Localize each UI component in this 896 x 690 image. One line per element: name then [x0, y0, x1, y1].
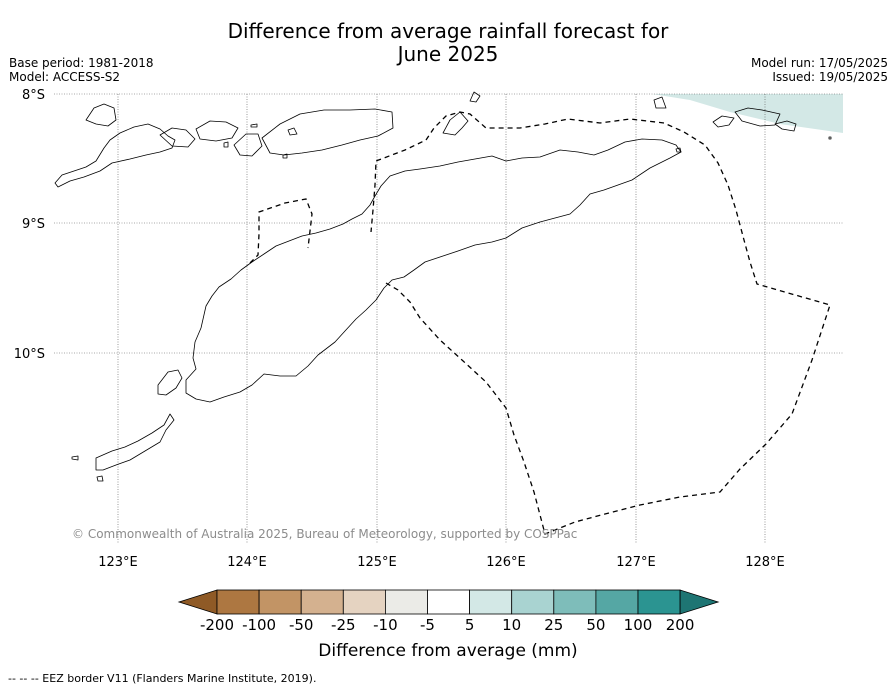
meta-right: Model run: 17/05/2025 Issued: 19/05/2025 — [751, 56, 888, 84]
colorbar-bin — [216, 589, 260, 615]
alor-islet-1 — [287, 127, 298, 136]
colorbar-tick-label: 100 — [624, 616, 653, 634]
colorbar-tick-label: -25 — [331, 616, 356, 634]
lat-labels: 8°S 9°S 10°S — [14, 88, 45, 362]
colorbar-extend-low — [177, 589, 218, 615]
colorbar-tick-label: 5 — [465, 616, 475, 634]
lon-label-124e: 124°E — [227, 555, 267, 570]
meta-left: Base period: 1981-2018 Model: ACCESS-S2 — [9, 56, 154, 84]
title-line-1: Difference from average rainfall forecas… — [227, 19, 669, 43]
colorbar-tick-label: -200 — [200, 616, 234, 634]
alor-island — [261, 108, 394, 156]
colorbar-bin — [637, 589, 681, 615]
alor-islet-4 — [250, 123, 258, 128]
far-east-islet — [828, 136, 832, 140]
rote-islet — [96, 475, 104, 482]
eez-boundary-oecusse — [249, 198, 313, 264]
rote-island — [95, 413, 175, 471]
coastlines — [54, 91, 832, 482]
colorbar-bin — [300, 589, 344, 615]
model-run: Model run: 17/05/2025 — [750, 56, 888, 70]
lembata-island — [195, 120, 239, 142]
colorbar-tick-label: -50 — [289, 616, 314, 634]
damar-island — [712, 115, 735, 128]
lat-label-9s: 9°S — [22, 217, 45, 232]
copyright-notice: © Commonwealth of Australia 2025, Bureau… — [72, 527, 578, 541]
romang-island — [653, 96, 667, 109]
colorbar-bin — [469, 589, 513, 615]
colorbar-tick-label: 25 — [544, 616, 563, 634]
lat-label-8s: 8°S — [22, 88, 45, 103]
issued-date: Issued: 19/05/2025 — [772, 70, 888, 84]
eez-boundary-east — [370, 111, 831, 535]
colorbar-bin — [553, 589, 597, 615]
anomaly-patch-5-10 — [652, 94, 843, 133]
map-title: Difference from average rainfall forecas… — [0, 20, 896, 66]
flores-east — [54, 123, 176, 188]
colorbar-tick-label: -100 — [242, 616, 276, 634]
colorbar-extend-high — [679, 589, 720, 615]
colorbar-bin — [258, 589, 302, 615]
lon-label-123e: 123°E — [98, 555, 138, 570]
colorbar-tick-label: 200 — [666, 616, 695, 634]
lon-label-126e: 126°E — [486, 555, 526, 570]
wetar-island — [442, 111, 469, 136]
babar-island — [734, 107, 781, 127]
lon-label-128e: 128°E — [745, 555, 785, 570]
colorbar-title: Difference from average (mm) — [318, 641, 578, 661]
pantar-island — [233, 133, 263, 157]
model-name: Model: ACCESS-S2 — [9, 70, 121, 84]
colorbar-bin — [511, 589, 555, 615]
wetar-north — [469, 91, 481, 103]
eez-footnote: -- -- -- EEZ border V11 (Flanders Marine… — [8, 672, 317, 685]
lon-label-125e: 125°E — [357, 555, 397, 570]
colorbar-bin — [342, 589, 386, 615]
colorbar-bin — [427, 589, 470, 615]
sermata-island — [774, 120, 797, 132]
colorbar-tick-label: -10 — [373, 616, 398, 634]
graticule — [54, 93, 843, 543]
semau-island — [157, 369, 183, 396]
eastern-islet — [675, 147, 682, 153]
alor-islet-2 — [223, 141, 229, 148]
lat-label-10s: 10°S — [14, 347, 45, 362]
lon-label-127e: 127°E — [616, 555, 656, 570]
eez-border — [249, 111, 831, 535]
adonara-island — [159, 127, 196, 148]
ndao-island — [71, 455, 79, 461]
lon-labels: 123°E 124°E 125°E 126°E 127°E 128°E — [98, 555, 785, 570]
colorbar-bin — [595, 589, 639, 615]
colorbar-tick-label: 10 — [502, 616, 521, 634]
colorbar-tick-label: 50 — [586, 616, 605, 634]
colorbar-tick-label: -5 — [420, 616, 435, 634]
colorbar-bin — [384, 589, 428, 615]
base-period: Base period: 1981-2018 — [9, 56, 154, 70]
timor-island — [185, 138, 682, 403]
title-line-2: June 2025 — [397, 42, 499, 66]
flores-tip — [85, 103, 117, 127]
colorbar: -200 -100 -50 -25 -10 -5 5 10 25 50 100 200 — [177, 589, 720, 634]
alor-islet-3 — [282, 153, 288, 159]
